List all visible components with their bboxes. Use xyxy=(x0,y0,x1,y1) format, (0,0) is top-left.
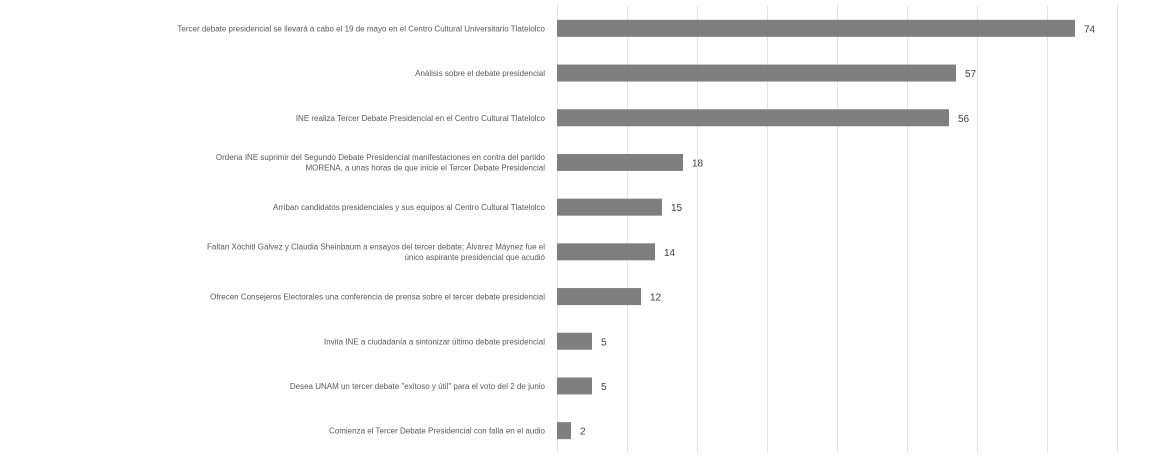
bar xyxy=(557,198,662,216)
category-labels: Tercer debate presidencial se llevará a … xyxy=(177,24,545,435)
data-label: 74 xyxy=(1084,24,1096,35)
data-label: 5 xyxy=(601,337,607,348)
bar xyxy=(557,377,592,395)
category-label: Faltan Xóchitl Gálvez y Claudia Sheinbau… xyxy=(207,243,546,263)
category-label: Ofrecen Consejeros Electorales una confe… xyxy=(210,293,545,302)
data-label: 14 xyxy=(664,248,676,259)
data-label: 12 xyxy=(650,293,662,304)
bar xyxy=(557,243,655,261)
data-label: 56 xyxy=(958,114,970,125)
data-label: 57 xyxy=(965,69,977,80)
category-label: Invita INE a ciudadanía a sintonizar últ… xyxy=(324,337,545,346)
category-label: Arriban candidatos presidenciales y sus … xyxy=(273,203,546,212)
bars xyxy=(557,19,1075,440)
bar xyxy=(557,288,641,306)
data-label: 18 xyxy=(692,158,704,169)
data-label: 5 xyxy=(601,382,607,393)
category-label: Comienza el Tercer Debate Presidencial c… xyxy=(329,427,546,436)
bar xyxy=(557,332,592,350)
bar xyxy=(557,422,571,440)
category-label: Ordena INE suprimir del Segundo Debate P… xyxy=(216,153,546,173)
value-labels: 74 57 56 18 15 14 12 5 5 2 xyxy=(580,24,1096,437)
bar xyxy=(557,109,949,127)
category-label: Tercer debate presidencial se llevará a … xyxy=(177,24,545,33)
data-label: 2 xyxy=(580,427,586,438)
category-label: Desea UNAM un tercer debate "exitoso y ú… xyxy=(290,382,546,391)
category-label: INE realiza Tercer Debate Presidencial e… xyxy=(296,114,546,123)
bar xyxy=(557,153,683,171)
bar xyxy=(557,64,956,82)
category-label: Análisis sobre el debate presidencial xyxy=(415,69,545,78)
data-label: 15 xyxy=(671,203,683,214)
bar xyxy=(557,19,1075,37)
